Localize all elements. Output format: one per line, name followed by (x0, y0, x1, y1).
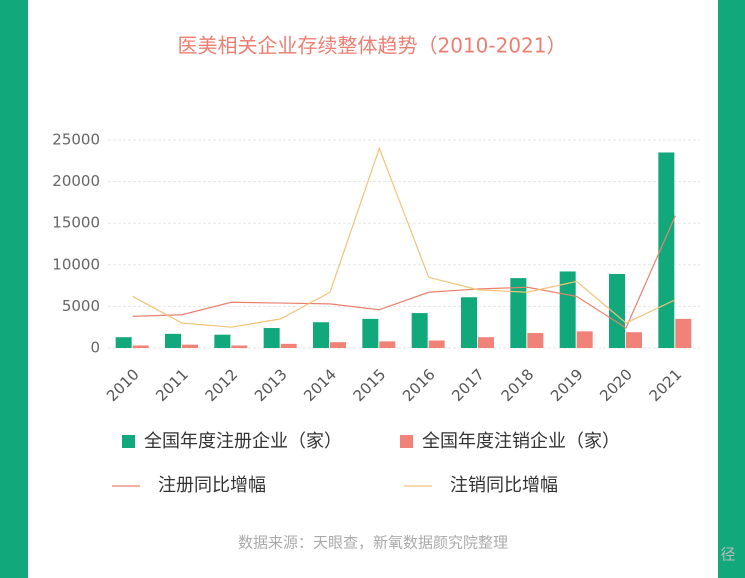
x-tick-label: 2016 (399, 365, 439, 405)
bar (214, 334, 231, 348)
x-tick-label: 2010 (103, 365, 143, 405)
x-tick-label: 2012 (202, 365, 242, 405)
bar (231, 345, 248, 348)
bar (280, 343, 297, 348)
right-border (718, 0, 745, 578)
x-tick-label: 2013 (251, 365, 291, 405)
x-tick-label: 2014 (300, 365, 340, 405)
left-border (0, 0, 28, 578)
legend-swatch (122, 435, 135, 448)
bar (379, 341, 396, 348)
bar (510, 278, 527, 348)
x-tick-label: 2017 (448, 365, 488, 405)
x-tick-label: 2018 (498, 365, 538, 405)
y-tick-label: 15000 (52, 214, 100, 232)
bar (115, 337, 132, 348)
y-tick-label: 10000 (52, 255, 100, 273)
y-tick-label: 25000 (52, 131, 100, 149)
legend-label: 全国年度注销企业（家） (422, 431, 620, 452)
bar (313, 322, 329, 348)
legend-swatch (400, 435, 413, 448)
x-tick-label: 2019 (547, 365, 587, 405)
line (132, 215, 676, 329)
legend-label: 全国年度注册企业（家） (144, 431, 342, 452)
bar (411, 313, 428, 348)
bar (362, 318, 379, 348)
bar (165, 333, 181, 348)
bar (527, 333, 544, 348)
bar (626, 332, 642, 348)
bar (263, 328, 280, 348)
y-tick-label: 0 (90, 339, 100, 357)
bar (132, 345, 149, 348)
bar (478, 337, 494, 348)
legend-label: 注册同比增幅 (158, 475, 266, 496)
line (132, 146, 676, 328)
x-tick-label: 2015 (350, 365, 390, 405)
chart-title: 医美相关企业存续整体趋势（2010-2021） (177, 34, 566, 58)
bar (428, 340, 445, 348)
legend-label: 注销同比增幅 (450, 475, 558, 496)
watermark: 径 (720, 546, 735, 564)
x-tick-label: 2011 (152, 365, 192, 405)
bar (658, 152, 675, 348)
y-tick-label: 5000 (62, 297, 100, 315)
y-tick-label: 20000 (52, 172, 100, 190)
source: 数据来源：天眼查，新氧数据颜究院整理 (238, 534, 508, 552)
x-tick-label: 2020 (596, 365, 636, 405)
bar (461, 297, 477, 348)
bar (559, 271, 576, 348)
bar (675, 318, 692, 348)
bar (576, 331, 593, 348)
bar (609, 273, 625, 348)
bar (182, 344, 198, 348)
x-tick-label: 2021 (646, 365, 686, 405)
bar (330, 342, 346, 348)
